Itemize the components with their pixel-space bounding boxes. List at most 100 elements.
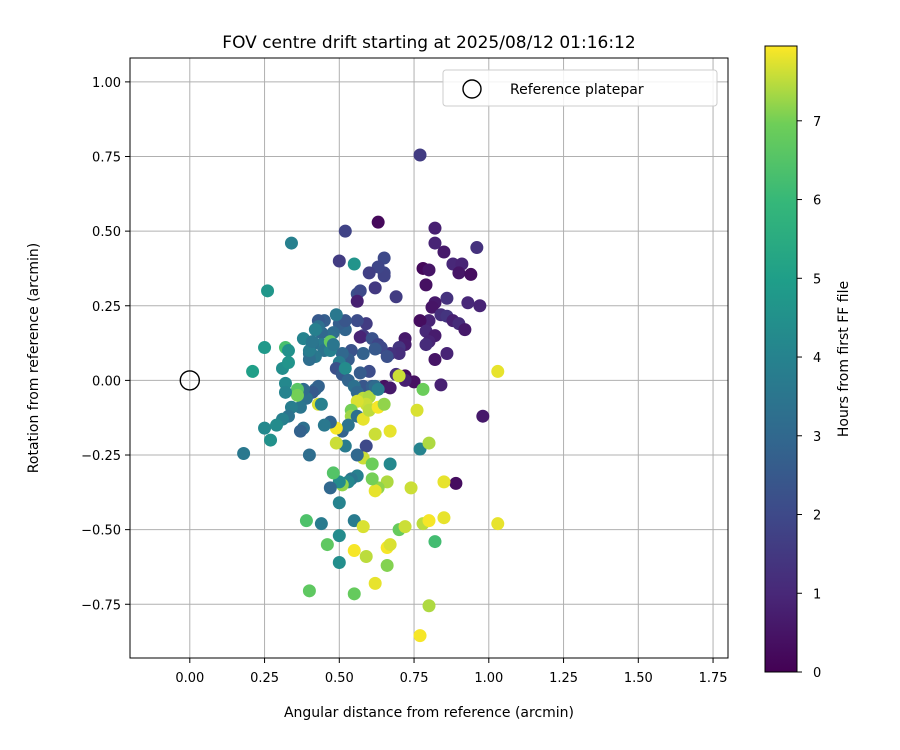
scatter-point bbox=[422, 314, 436, 328]
scatter-point bbox=[422, 514, 436, 528]
scatter-point bbox=[246, 364, 260, 378]
scatter-point bbox=[449, 476, 463, 490]
scatter-point bbox=[440, 347, 454, 361]
colorbar-label: Hours from first FF file bbox=[836, 281, 852, 437]
legend: Reference platepar bbox=[442, 69, 718, 107]
scatter-point bbox=[356, 347, 370, 361]
y-tick-label: −0.25 bbox=[81, 449, 121, 464]
scatter-point bbox=[332, 529, 346, 543]
scatter-point bbox=[302, 448, 316, 462]
scatter-point bbox=[299, 514, 313, 528]
scatter-point bbox=[383, 457, 397, 471]
scatter-point bbox=[314, 517, 328, 531]
scatter-point bbox=[491, 364, 505, 378]
scatter-point bbox=[362, 266, 376, 280]
scatter-point bbox=[371, 215, 385, 229]
scatter-point bbox=[380, 350, 394, 364]
scatter-point bbox=[380, 558, 394, 572]
scatter-point bbox=[353, 366, 367, 380]
reference-platepar-marker bbox=[179, 370, 201, 391]
x-tick-label: 0.50 bbox=[325, 671, 354, 686]
scatter-point bbox=[452, 266, 466, 280]
scatter-point bbox=[368, 427, 382, 441]
scatter-point bbox=[332, 496, 346, 510]
scatter-point bbox=[290, 388, 304, 402]
scatter-point bbox=[383, 381, 397, 395]
scatter-point bbox=[392, 369, 406, 383]
scatter-point bbox=[353, 330, 367, 344]
scatter-point bbox=[476, 409, 490, 423]
scatter-point bbox=[237, 447, 251, 461]
scatter-point bbox=[350, 294, 364, 308]
scatter-point bbox=[264, 433, 278, 447]
scatter-point bbox=[338, 361, 352, 375]
scatter-point bbox=[491, 517, 505, 531]
scatter-point bbox=[332, 254, 346, 268]
reference-layer bbox=[179, 370, 201, 391]
scatter-point bbox=[278, 376, 292, 390]
y-tick-label: 1.00 bbox=[92, 76, 121, 91]
scatter-point bbox=[458, 323, 472, 337]
y-tick-label: 0.00 bbox=[92, 374, 121, 389]
y-tick-label: −0.50 bbox=[81, 524, 121, 539]
scatter-point bbox=[356, 520, 370, 534]
x-axis-ticks: 0.00 0.25 0.50 0.75 1.00 1.25 1.50 1.75 bbox=[175, 658, 728, 686]
y-axis-ticks: −0.75 −0.50 −0.25 0.00 0.25 0.50 0.75 1.00 bbox=[81, 76, 130, 613]
scatter-point bbox=[419, 278, 433, 292]
colorbar-ticks: 0 1 2 3 4 5 6 7 bbox=[797, 115, 821, 681]
scatter-point bbox=[329, 308, 343, 322]
colorbar: 0 1 2 3 4 5 6 7 Hours from first FF file bbox=[764, 45, 852, 681]
scatter-point bbox=[281, 344, 295, 358]
scatter-point bbox=[413, 629, 427, 643]
scatter-point bbox=[383, 424, 397, 438]
scatter-point bbox=[425, 300, 439, 314]
scatter-point bbox=[293, 424, 307, 438]
scatter-point bbox=[428, 352, 442, 366]
scatter-point bbox=[326, 338, 340, 352]
scatter-point bbox=[341, 418, 355, 432]
scatter-point bbox=[350, 314, 364, 328]
scatter-point bbox=[389, 290, 403, 304]
scatter-point bbox=[278, 385, 292, 399]
scatter-point bbox=[392, 347, 406, 361]
colorbar-tick-label: 1 bbox=[813, 587, 821, 602]
y-tick-label: 0.25 bbox=[92, 300, 121, 315]
scatter-point bbox=[284, 236, 298, 250]
scatter-point bbox=[258, 421, 272, 435]
scatter-point bbox=[305, 335, 319, 349]
legend-box bbox=[442, 69, 718, 107]
scatter-point bbox=[434, 378, 448, 392]
scatter-point bbox=[368, 484, 382, 498]
colorbar-tick-label: 5 bbox=[813, 272, 821, 287]
scatter-point bbox=[353, 284, 367, 298]
data-points bbox=[237, 148, 505, 643]
colorbar-tick-label: 3 bbox=[813, 430, 821, 445]
scatter-point bbox=[368, 342, 382, 356]
colorbar-gradient bbox=[764, 45, 798, 673]
scatter-point bbox=[437, 511, 451, 525]
scatter-point bbox=[428, 535, 442, 549]
x-tick-label: 1.00 bbox=[474, 671, 503, 686]
scatter-point bbox=[470, 241, 484, 255]
scatter-point bbox=[323, 481, 337, 495]
y-tick-label: 0.50 bbox=[92, 225, 121, 240]
x-tick-label: 1.50 bbox=[624, 671, 653, 686]
colorbar-tick-label: 4 bbox=[813, 351, 821, 366]
scatter-point bbox=[350, 448, 364, 462]
scatter-point bbox=[302, 352, 316, 366]
scatter-point bbox=[413, 148, 427, 162]
colorbar-tick-label: 7 bbox=[813, 115, 821, 130]
scatter-point bbox=[347, 544, 361, 558]
x-tick-label: 0.75 bbox=[400, 671, 429, 686]
scatter-point bbox=[371, 382, 385, 396]
scatter-point bbox=[437, 245, 451, 259]
plot-frame bbox=[129, 57, 729, 659]
scatter-point bbox=[293, 400, 307, 414]
y-tick-label: 0.75 bbox=[92, 151, 121, 166]
colorbar-tick-label: 6 bbox=[813, 194, 821, 209]
scatter-point bbox=[377, 397, 391, 411]
scatter-point bbox=[317, 418, 331, 432]
scatter-point bbox=[332, 555, 346, 569]
x-tick-label: 1.75 bbox=[699, 671, 728, 686]
